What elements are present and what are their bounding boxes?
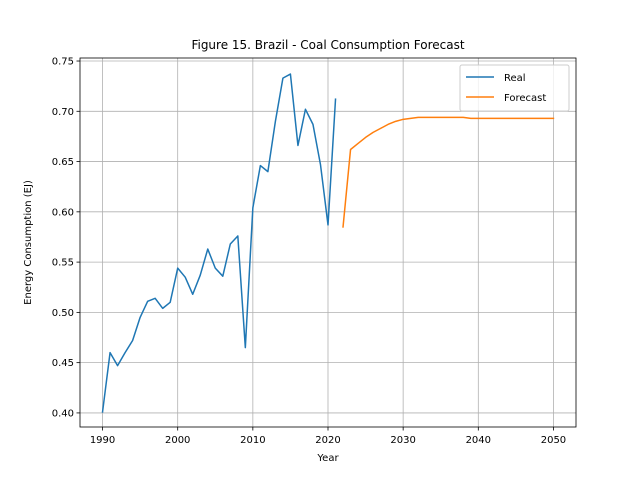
y-tick-label: 0.60 bbox=[52, 207, 74, 218]
x-tick-label: 1990 bbox=[90, 435, 115, 446]
x-tick-label: 2030 bbox=[390, 435, 415, 446]
x-tick-label: 2050 bbox=[541, 435, 566, 446]
legend-label-forecast: Forecast bbox=[504, 93, 546, 104]
legend-label-real: Real bbox=[504, 73, 526, 84]
y-tick-label: 0.70 bbox=[52, 107, 74, 118]
y-tick-label: 0.75 bbox=[52, 57, 74, 68]
y-tick-label: 0.50 bbox=[52, 308, 74, 319]
chart-title: Figure 15. Brazil - Coal Consumption For… bbox=[191, 38, 464, 52]
x-axis-label: Year bbox=[316, 453, 339, 464]
legend: Real Forecast bbox=[459, 64, 570, 112]
x-tick-label: 2020 bbox=[315, 435, 340, 446]
x-tick-label: 2040 bbox=[466, 435, 491, 446]
axis-ticks: 1990 2000 2010 2020 2030 2040 2050 0.40 0.45 0.50… bbox=[52, 57, 566, 446]
x-tick-label: 2010 bbox=[240, 435, 265, 446]
y-tick-label: 0.55 bbox=[52, 258, 74, 269]
series-line-forecast bbox=[342, 116, 555, 228]
y-tick-label: 0.40 bbox=[52, 408, 74, 419]
series-line-real bbox=[101, 73, 337, 413]
y-axis-label: Energy Consumption (EJ) bbox=[23, 180, 34, 305]
y-tick-label: 0.65 bbox=[52, 157, 74, 168]
legend-box bbox=[459, 64, 570, 112]
series-lines bbox=[101, 73, 555, 413]
y-tick-label: 0.45 bbox=[52, 358, 74, 369]
grid bbox=[80, 58, 576, 427]
x-tick-label: 2000 bbox=[165, 435, 190, 446]
